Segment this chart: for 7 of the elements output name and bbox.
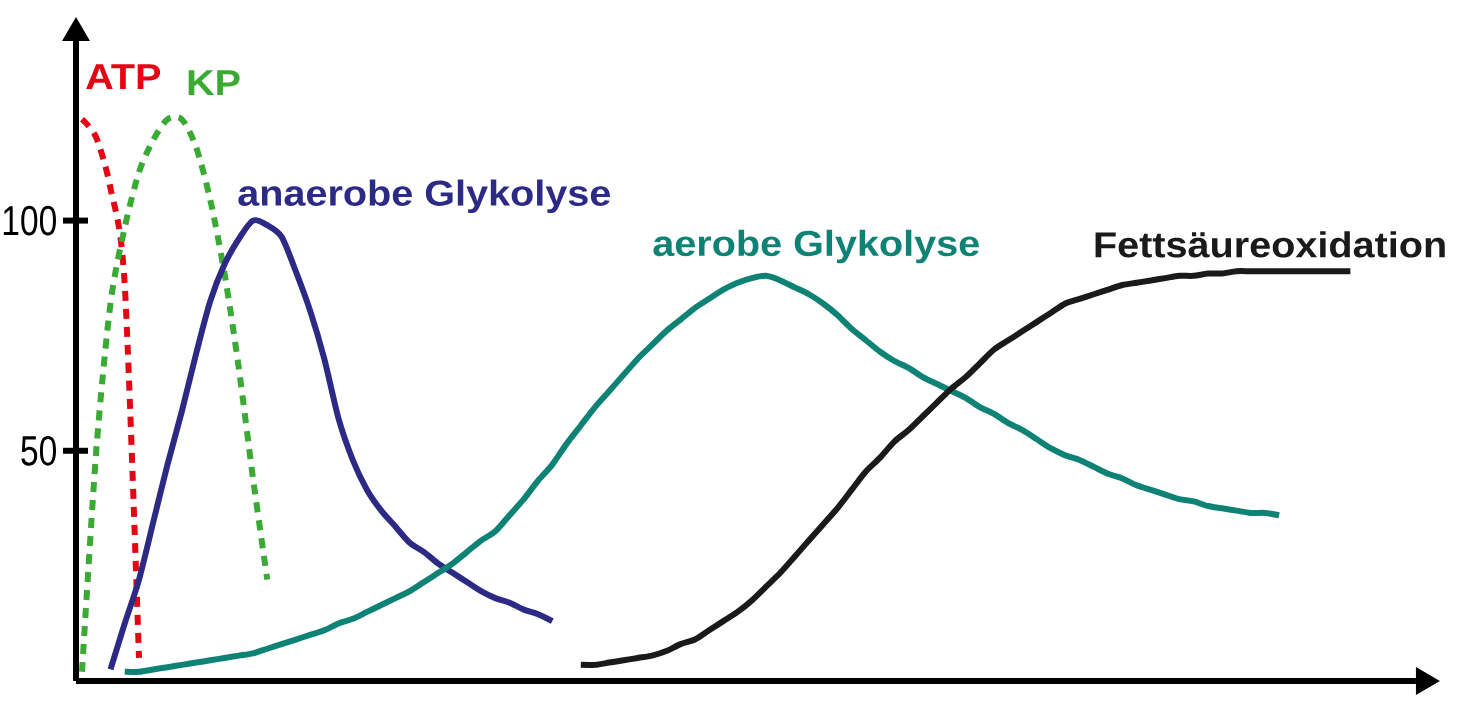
series-label: ATP bbox=[86, 64, 161, 90]
series-label: KP bbox=[188, 70, 240, 96]
y-tick-label: 50 bbox=[21, 435, 56, 466]
series-label: Fettsäureoxidation bbox=[1095, 231, 1445, 258]
series-label: aerobe Glykolyse bbox=[653, 229, 979, 264]
y-tick-label: 100 bbox=[3, 205, 56, 236]
series-label: anaerobe Glykolyse bbox=[238, 179, 611, 214]
